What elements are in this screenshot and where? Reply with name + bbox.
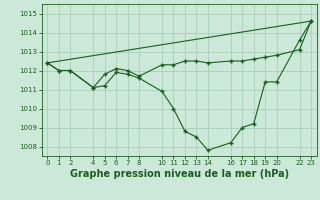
- X-axis label: Graphe pression niveau de la mer (hPa): Graphe pression niveau de la mer (hPa): [70, 169, 289, 179]
